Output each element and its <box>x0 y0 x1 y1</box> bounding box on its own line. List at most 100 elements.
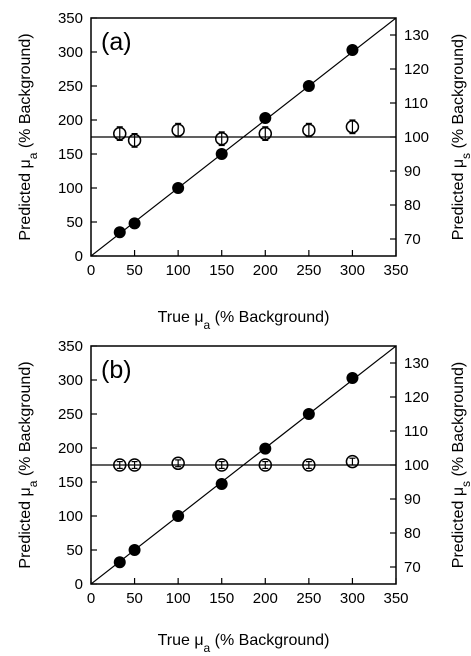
mua-marker <box>215 148 228 160</box>
mua-marker <box>259 442 272 455</box>
y-right-tick-label: 80 <box>404 525 421 542</box>
mua-marker <box>128 544 141 556</box>
mus-marker <box>214 458 229 472</box>
y-left-tick-label: 350 <box>58 10 83 27</box>
mua-marker <box>302 80 315 92</box>
y-right-tick-label: 70 <box>404 231 421 248</box>
y-left-tick-label: 150 <box>58 146 83 163</box>
mus-marker <box>127 133 142 148</box>
mua-marker <box>172 510 185 522</box>
mus-point <box>345 454 360 469</box>
mus-point <box>214 131 229 147</box>
mus-point <box>302 458 316 472</box>
x-tick-label: 50 <box>126 262 143 279</box>
x-tick-label: 200 <box>253 590 278 607</box>
x-tick-label: 100 <box>166 590 191 607</box>
y-left-tick-label: 50 <box>66 542 83 559</box>
mua-marker <box>346 371 359 384</box>
x-tick-label: 300 <box>340 590 365 607</box>
mus-marker <box>345 120 360 134</box>
mus-point <box>127 133 142 148</box>
x-tick-label: 100 <box>166 262 191 279</box>
y-right-tick-label: 80 <box>404 197 421 214</box>
x-tick-label: 50 <box>126 590 143 607</box>
y-right-tick-label: 130 <box>404 355 429 372</box>
y-right-tick-label: 120 <box>404 389 429 406</box>
mua-marker <box>113 226 126 239</box>
y-left-tick-label: 0 <box>75 248 83 265</box>
mus-point <box>171 456 185 471</box>
reference-lines <box>91 18 396 256</box>
y-right-tick-label: 70 <box>404 559 421 576</box>
y-left-tick-label: 200 <box>58 112 83 129</box>
y-left-tick-label: 300 <box>58 372 83 389</box>
mus-marker <box>302 123 316 137</box>
x-tick-label: 250 <box>296 262 321 279</box>
x-tick-label: 300 <box>340 262 365 279</box>
mus-marker <box>302 458 316 472</box>
y-right-tick-label: 100 <box>404 457 429 474</box>
y-right-tick-label: 90 <box>404 163 421 180</box>
mua-marker <box>128 217 141 230</box>
mus-point <box>258 458 273 472</box>
mus-point <box>171 122 185 138</box>
mus-marker <box>113 458 127 472</box>
y-left-tick-label: 100 <box>58 180 83 197</box>
y-right-tick-label: 130 <box>404 27 429 44</box>
y-right-tick-label: 110 <box>404 423 428 440</box>
y-left-tick-label: 250 <box>58 406 83 423</box>
mus-point <box>302 122 316 138</box>
chart-panel-a: 0 50 100 150 200 250 300 350 0 50 100 150 200 250 300 3… <box>17 10 471 332</box>
y-left-tick-label: 0 <box>75 576 83 593</box>
panel-label: (b) <box>101 356 132 384</box>
mus-marker <box>258 458 273 472</box>
y-right-tick-label: 90 <box>404 491 421 508</box>
x-axis-label: True μa (% Background) <box>158 632 330 655</box>
mus-point <box>214 458 229 472</box>
y-left-axis-label: Predicted μa (% Background) <box>17 361 40 568</box>
y-left-axis-label: Predicted μa (% Background) <box>17 33 40 240</box>
mus-point <box>345 119 360 135</box>
x-tick-label: 250 <box>296 590 321 607</box>
mus-marker <box>214 131 229 146</box>
x-tick-label: 350 <box>383 262 408 279</box>
mua-marker <box>172 182 185 194</box>
mua-marker <box>302 408 315 420</box>
mus-marker <box>258 126 273 141</box>
y-right-tick-label: 100 <box>404 129 429 146</box>
mus-marker <box>171 123 185 137</box>
x-tick-label: 350 <box>383 590 408 607</box>
chart-panel-b: 0 50 100 150 200 250 300 350 0 50 100 150 200 250 300 3… <box>17 338 471 655</box>
x-tick-label: 150 <box>209 262 234 279</box>
y-right-axis-label: Predicted μs (% Background) <box>450 362 471 568</box>
y-left-tick-label: 200 <box>58 440 83 457</box>
panel-label: (a) <box>101 28 132 56</box>
x-axis-label: True μa (% Background) <box>158 309 330 332</box>
y-left-tick-label: 50 <box>66 214 83 231</box>
y-left-tick-label: 150 <box>58 474 83 491</box>
mus-marker <box>127 458 142 472</box>
y-left-tick-label: 250 <box>58 78 83 95</box>
y-left-tick-label: 100 <box>58 508 83 525</box>
mus-point <box>113 126 127 141</box>
mua-marker <box>259 111 272 124</box>
y-left-tick-label: 350 <box>58 338 83 355</box>
x-tick-label: 0 <box>87 262 95 279</box>
mua-marker <box>346 43 359 56</box>
y-right-axis-label: Predicted μs (% Background) <box>450 34 471 240</box>
reference-lines <box>91 346 396 584</box>
mus-point <box>127 458 142 472</box>
y-right-tick-label: 120 <box>404 61 429 78</box>
mus-marker <box>113 126 127 141</box>
mus-marker <box>171 456 185 471</box>
mua-marker <box>113 556 126 569</box>
x-tick-label: 200 <box>253 262 278 279</box>
mus-point <box>113 458 127 472</box>
y-right-tick-label: 110 <box>404 95 428 112</box>
mua-marker <box>215 478 228 491</box>
mus-marker <box>345 454 360 469</box>
x-tick-label: 0 <box>87 590 95 607</box>
x-tick-label: 150 <box>209 590 234 607</box>
y-left-tick-label: 300 <box>58 44 83 61</box>
